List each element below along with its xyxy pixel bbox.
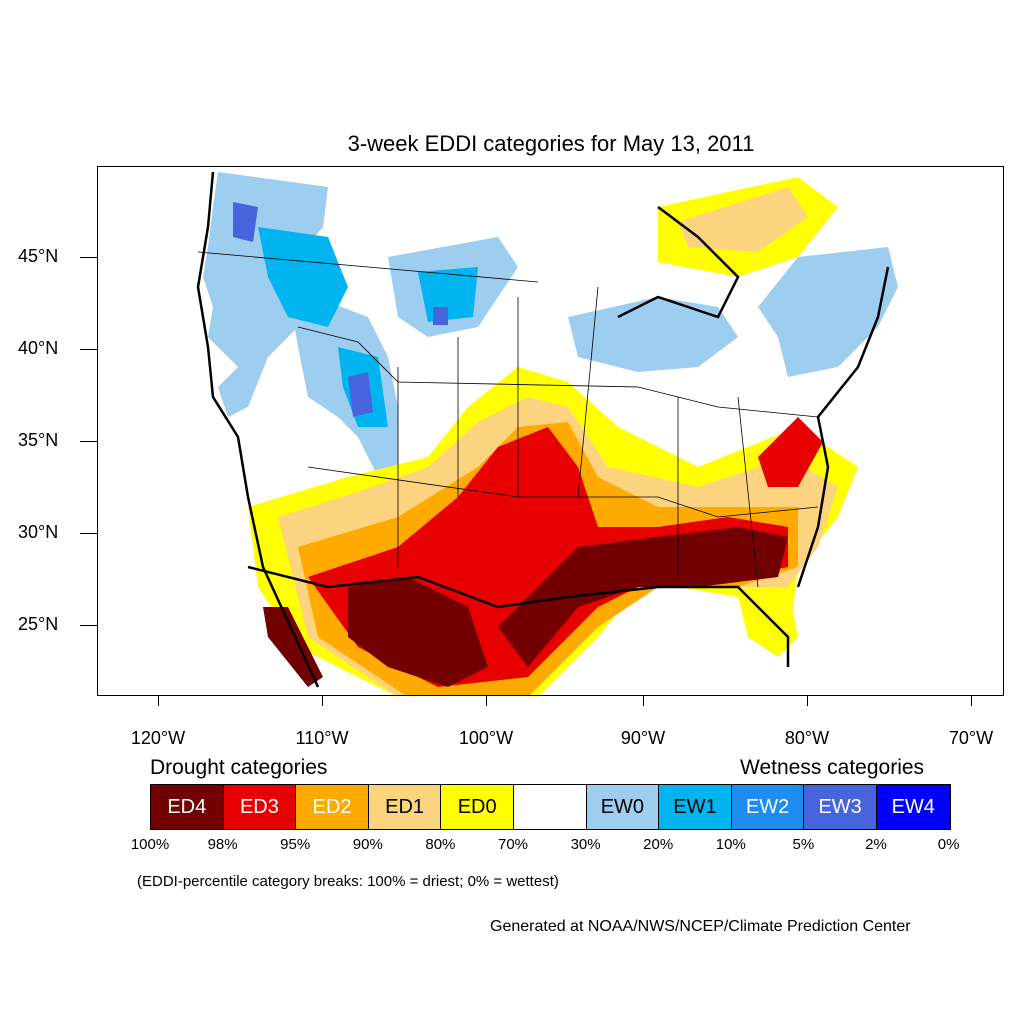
longitude-label: 120°W: [130, 728, 186, 748]
longitude-tick: [158, 696, 159, 706]
carolinas-extreme-dry: [758, 417, 823, 487]
legend-category-box: EW2: [731, 785, 805, 829]
percentile-break-label: 95%: [280, 836, 311, 853]
coastline-outline: [196, 171, 890, 688]
longitude-label: 90°W: [620, 728, 666, 748]
latitude-tick: [80, 533, 97, 534]
longitude-label: 80°W: [784, 728, 830, 748]
legend-category-box: ED0: [441, 785, 514, 829]
longitude-tick: [486, 696, 487, 706]
washington-wet-spot: [233, 202, 258, 242]
category-note: (EDDI-percentile category breaks: 100% =…: [137, 873, 559, 890]
gulf-coast-exceptional-dry: [498, 527, 788, 667]
legend-category-label: ED1: [385, 795, 425, 818]
legend-category-box: EW0: [586, 785, 660, 829]
latitude-tick: [80, 625, 97, 626]
northeast-wet-region: [758, 247, 898, 377]
great-lakes-wet-region: [568, 297, 738, 372]
montana-wet-spot: [433, 307, 448, 325]
upper-midwest-moderate-dry: [678, 187, 808, 252]
legend-category-label: ED4: [167, 795, 207, 818]
legend-category-box: EW4: [876, 785, 950, 829]
longitude-tick: [322, 696, 323, 706]
percentile-break-label: 90%: [352, 836, 383, 853]
wyoming-wet-spot: [348, 372, 373, 417]
legend-category-box: EW3: [804, 785, 877, 829]
latitude-label: 45°N: [18, 246, 59, 266]
legend-category-box: ED2: [296, 785, 369, 829]
percentile-break-label: 80%: [425, 836, 456, 853]
map-title: 3-week EDDI categories for May 13, 2011: [347, 131, 755, 156]
percentile-break-label: 98%: [207, 836, 238, 853]
latitude-tick: [80, 441, 97, 442]
state-borders: [197, 251, 819, 588]
latitude-label: 40°N: [18, 338, 59, 358]
latitude-label: 35°N: [18, 430, 59, 450]
legend-category-label: EW0: [600, 795, 645, 818]
legend-category-box: ED1: [368, 785, 442, 829]
idaho-wet-core: [258, 227, 348, 327]
latitude-tick: [80, 257, 97, 258]
legend-category-box: [513, 785, 587, 829]
percentile-break-label: 30%: [570, 836, 601, 853]
percentile-break-label: 5%: [792, 836, 815, 853]
longitude-label: 100°W: [458, 728, 514, 748]
legend-category-label: EW1: [673, 795, 717, 818]
mexico-exceptional-dry: [348, 577, 488, 687]
legend-category-label: EW2: [745, 795, 790, 818]
legend-category-box: ED4: [151, 785, 224, 829]
latitude-tick: [80, 349, 97, 350]
percentile-break-label: 20%: [643, 836, 674, 853]
legend-category-box: ED3: [223, 785, 297, 829]
legend-category-label: EW4: [891, 795, 935, 818]
legend-category-label: EW3: [818, 795, 862, 818]
drought-categories-heading: Drought categories: [150, 756, 328, 779]
map-plot-area: [97, 166, 1004, 696]
percentile-break-label: 10%: [715, 836, 746, 853]
longitude-label: 110°W: [295, 728, 349, 748]
legend-category-label: ED0: [457, 795, 497, 818]
percentile-break-label: 70%: [497, 836, 529, 853]
eddi-map: [196, 171, 898, 695]
legend-category-box: EW1: [659, 785, 732, 829]
longitude-label: 70°W: [948, 728, 994, 748]
longitude-tick: [971, 696, 972, 706]
legend-category-label: ED2: [312, 795, 352, 818]
credit-line: Generated at NOAA/NWS/NCEP/Climate Predi…: [490, 918, 911, 935]
longitude-tick: [643, 696, 644, 706]
percentile-break-label: 0%: [937, 836, 960, 853]
wetness-categories-heading: Wetness categories: [740, 756, 925, 779]
percentile-break-label: 2%: [865, 836, 887, 853]
florida-dry-region: [738, 587, 798, 657]
percentile-break-label: 100%: [130, 836, 170, 853]
legend-category-label: ED3: [239, 795, 279, 818]
latitude-label: 30°N: [18, 522, 59, 542]
latitude-label: 25°N: [18, 614, 59, 634]
longitude-tick: [807, 696, 808, 706]
legend-color-bar: ED4 ED3 ED2 ED1 ED0 EW0 EW1 EW2 EW3 EW4: [150, 784, 951, 830]
